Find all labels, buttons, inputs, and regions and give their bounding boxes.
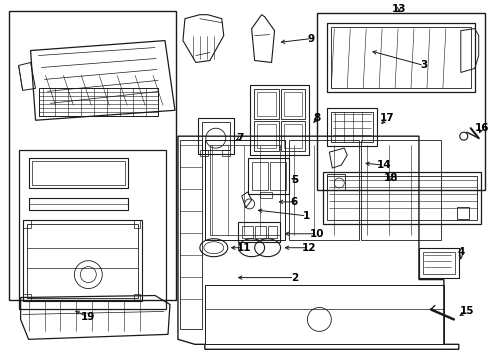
Text: 14: 14 <box>377 160 392 170</box>
Bar <box>134 293 140 301</box>
Bar <box>318 13 485 190</box>
Text: 3: 3 <box>420 60 428 71</box>
Bar <box>281 89 305 119</box>
Bar <box>205 140 285 240</box>
Bar <box>23 220 30 228</box>
Text: 13: 13 <box>392 4 406 14</box>
Bar <box>210 145 279 235</box>
Bar <box>268 226 276 238</box>
Bar <box>242 226 253 238</box>
Text: 6: 6 <box>291 197 298 207</box>
Bar <box>28 158 128 188</box>
Bar <box>323 172 481 224</box>
Bar <box>9 11 176 300</box>
Text: 18: 18 <box>384 173 398 183</box>
Text: 5: 5 <box>291 175 298 185</box>
Bar <box>202 122 230 150</box>
Text: 17: 17 <box>380 113 394 123</box>
Bar <box>247 158 290 194</box>
Bar <box>284 93 302 116</box>
Bar <box>250 85 309 155</box>
Text: 15: 15 <box>460 306 474 316</box>
Bar <box>28 198 128 210</box>
Bar <box>238 222 279 242</box>
Bar <box>252 162 268 190</box>
Bar <box>290 140 359 240</box>
Bar <box>257 124 275 148</box>
Bar <box>134 220 140 228</box>
Bar <box>180 140 202 329</box>
Bar <box>198 118 234 154</box>
Bar <box>26 224 138 297</box>
Text: 16: 16 <box>474 123 489 133</box>
Bar <box>457 207 469 219</box>
Bar <box>331 27 471 88</box>
Bar <box>39 88 158 116</box>
Bar <box>419 248 459 278</box>
Bar <box>284 124 302 148</box>
Bar <box>327 23 475 93</box>
Bar <box>254 121 278 151</box>
Bar <box>255 226 266 238</box>
Text: 7: 7 <box>236 133 244 143</box>
Text: 9: 9 <box>308 33 315 44</box>
Text: 8: 8 <box>314 113 321 123</box>
Bar <box>327 108 377 146</box>
Bar <box>31 161 125 185</box>
Bar <box>423 252 455 274</box>
Bar <box>270 162 286 190</box>
Bar <box>327 176 477 220</box>
Bar <box>23 220 142 301</box>
Text: 19: 19 <box>81 312 96 323</box>
Bar <box>205 284 444 344</box>
Text: 11: 11 <box>237 243 251 253</box>
Bar <box>281 121 305 151</box>
Bar <box>23 293 30 301</box>
Bar <box>254 89 278 119</box>
Text: 1: 1 <box>303 211 310 221</box>
Text: 4: 4 <box>457 247 465 257</box>
Bar <box>260 192 271 198</box>
Text: 10: 10 <box>310 229 325 239</box>
Bar <box>257 93 275 116</box>
Bar <box>222 150 230 156</box>
Bar <box>361 140 441 240</box>
Text: 2: 2 <box>291 273 298 283</box>
Bar <box>19 150 166 310</box>
Bar <box>331 112 373 142</box>
Bar <box>200 150 208 156</box>
Bar <box>327 174 345 190</box>
Text: 12: 12 <box>302 243 317 253</box>
